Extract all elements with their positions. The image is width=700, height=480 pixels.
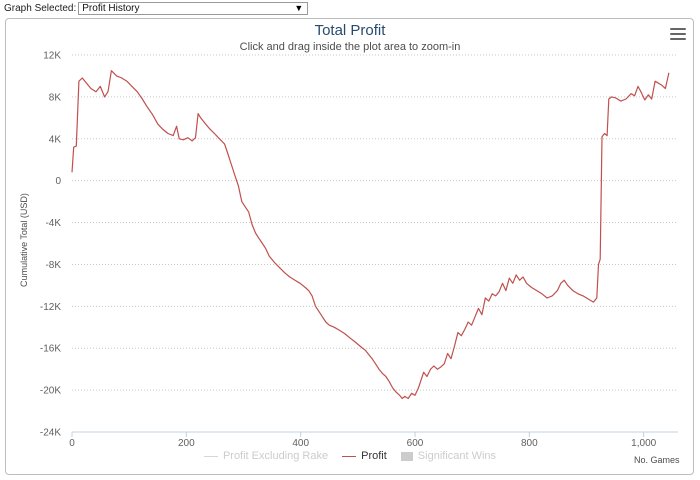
x-tick-label: 1,000 <box>631 438 656 449</box>
legend-line-swatch <box>203 455 218 457</box>
y-tick-label: 4K <box>49 134 62 145</box>
chart-container <box>5 18 694 475</box>
series-line-profit <box>71 70 670 400</box>
x-tick-label: 800 <box>521 438 538 449</box>
y-axis-label: Cumulative Total (USD) <box>19 193 29 287</box>
legend-box-swatch <box>400 451 413 461</box>
y-tick-label: -4K <box>45 218 61 229</box>
graph-select-value: Profit History <box>82 2 140 14</box>
y-tick-label: -24K <box>40 428 61 439</box>
legend-item-profit-excluding-rake[interactable]: Profit Excluding Rake <box>203 450 329 462</box>
x-tick-label: 600 <box>407 438 424 449</box>
legend-label: Profit <box>361 450 387 462</box>
x-tick-label: 400 <box>292 438 309 449</box>
y-tick-label: -20K <box>40 386 61 397</box>
chart-subtitle: Click and drag inside the plot area to z… <box>239 41 461 53</box>
legend-label: Profit Excluding Rake <box>222 450 329 462</box>
graph-selector-bar: Graph Selected: Profit History ▼ <box>0 0 700 16</box>
chart-title: Total Profit <box>314 22 386 39</box>
y-tick-label: 8K <box>49 92 62 103</box>
legend-line-swatch <box>342 455 357 457</box>
graph-selected-label: Graph Selected: <box>4 2 77 14</box>
x-tick-label: 0 <box>69 438 75 449</box>
y-tick-label: 0 <box>55 176 61 187</box>
legend-label: Significant Wins <box>417 450 497 462</box>
graph-select-dropdown[interactable]: Profit History ▼ <box>78 1 309 15</box>
y-tick-label: -8K <box>45 260 61 271</box>
hamburger-menu-icon[interactable] <box>670 28 686 40</box>
x-tick-label: 200 <box>178 438 195 449</box>
legend-item-significant-wins[interactable]: Significant Wins <box>400 450 497 462</box>
y-tick-label: -16K <box>40 344 61 355</box>
chart-legend: Profit Excluding Rake Profit Significant… <box>0 450 700 462</box>
triangle-down-icon[interactable]: ▼ <box>294 2 304 13</box>
y-tick-label: 12K <box>43 51 61 62</box>
y-tick-label: -12K <box>40 302 61 313</box>
legend-item-profit[interactable]: Profit <box>342 450 387 462</box>
x-axis-label: No. Games <box>634 455 680 465</box>
